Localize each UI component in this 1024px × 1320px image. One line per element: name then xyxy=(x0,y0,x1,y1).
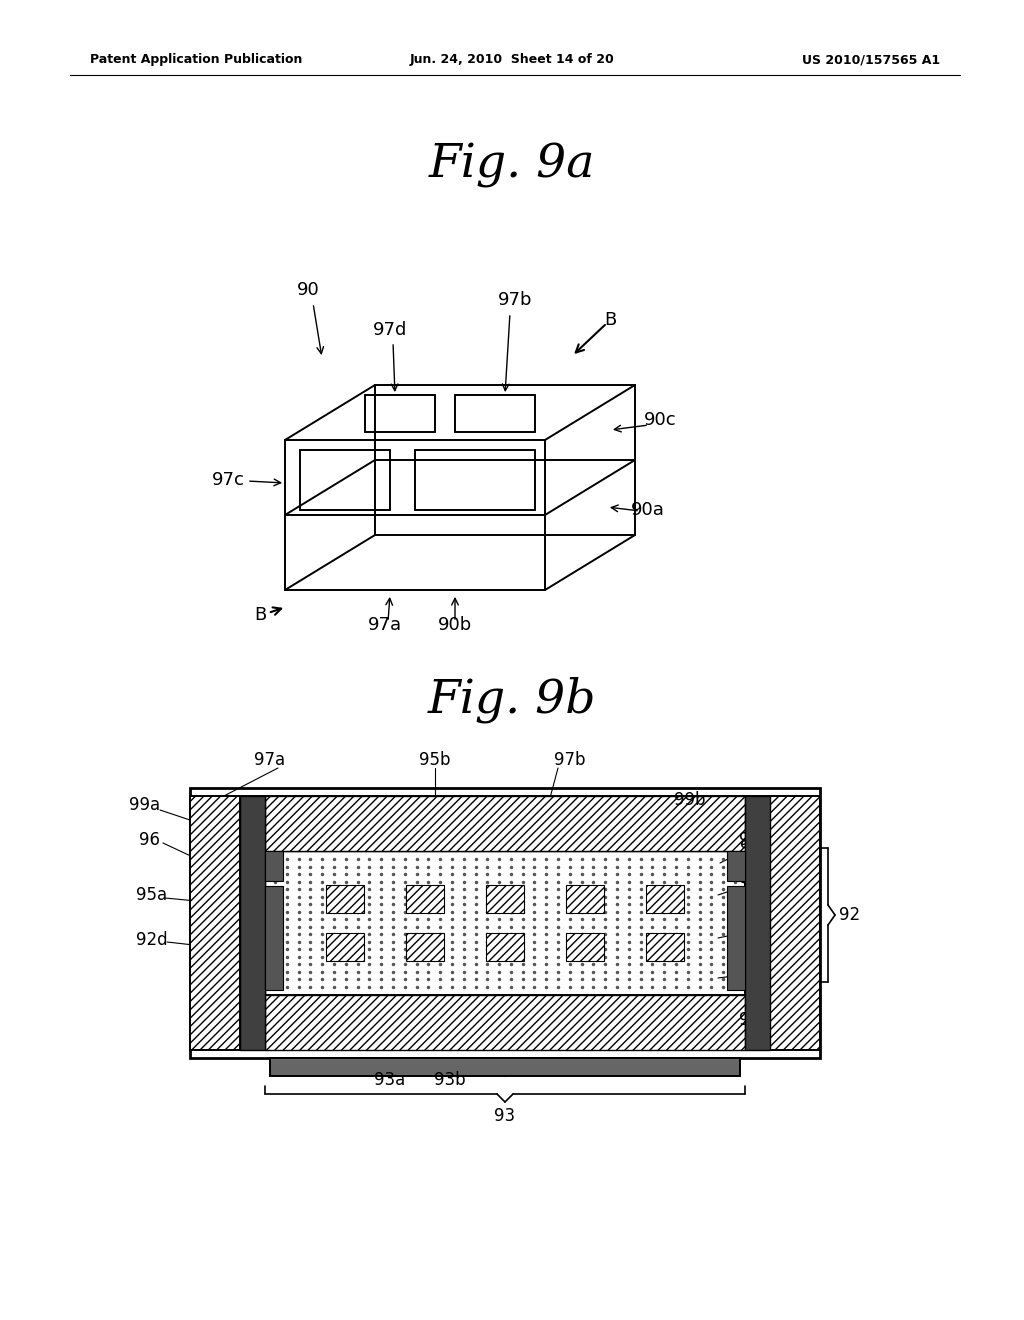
Text: 92d: 92d xyxy=(739,874,771,892)
Text: Fig. 9a: Fig. 9a xyxy=(429,143,595,187)
Bar xyxy=(265,851,745,995)
Bar xyxy=(486,933,524,961)
Bar xyxy=(646,884,684,913)
Bar xyxy=(727,886,745,990)
Bar xyxy=(727,851,745,880)
Bar xyxy=(646,933,684,961)
Text: 91: 91 xyxy=(739,1011,761,1030)
Text: 96: 96 xyxy=(739,832,761,849)
Bar xyxy=(406,933,444,961)
Bar xyxy=(770,796,820,1049)
Text: 92a: 92a xyxy=(739,964,771,981)
Bar xyxy=(265,796,745,851)
Bar xyxy=(406,884,444,913)
Bar xyxy=(190,788,820,1059)
Bar xyxy=(566,933,604,961)
Bar xyxy=(270,1059,740,1076)
Bar xyxy=(240,796,265,1049)
Text: 97c: 97c xyxy=(212,471,245,488)
Bar xyxy=(326,884,364,913)
Text: Jun. 24, 2010  Sheet 14 of 20: Jun. 24, 2010 Sheet 14 of 20 xyxy=(410,54,614,66)
Text: 97a: 97a xyxy=(254,751,286,770)
Text: 93a: 93a xyxy=(375,1071,406,1089)
Text: 97b: 97b xyxy=(554,751,586,770)
Bar xyxy=(265,851,283,880)
Text: 90a: 90a xyxy=(631,502,665,519)
Text: 99b: 99b xyxy=(674,791,706,809)
Text: 93b: 93b xyxy=(434,1071,466,1089)
Bar xyxy=(326,933,364,961)
Text: 90: 90 xyxy=(297,281,319,300)
Text: 92d: 92d xyxy=(136,931,168,949)
Bar xyxy=(190,796,240,1049)
Bar xyxy=(265,886,283,990)
Bar xyxy=(486,884,524,913)
Text: 95a: 95a xyxy=(136,886,168,904)
Text: 97a: 97a xyxy=(368,616,402,634)
Text: B: B xyxy=(604,312,616,329)
Text: 90b: 90b xyxy=(438,616,472,634)
Text: 93: 93 xyxy=(495,1107,515,1125)
Text: Fig. 9b: Fig. 9b xyxy=(428,677,596,723)
Text: 97d: 97d xyxy=(373,321,408,339)
Text: 99a: 99a xyxy=(129,796,161,814)
Text: 92c: 92c xyxy=(740,840,770,857)
Text: Patent Application Publication: Patent Application Publication xyxy=(90,54,302,66)
Bar xyxy=(566,884,604,913)
Text: 95b: 95b xyxy=(419,751,451,770)
Bar xyxy=(265,995,745,1049)
Text: US 2010/157565 A1: US 2010/157565 A1 xyxy=(802,54,940,66)
Text: 92b: 92b xyxy=(739,921,771,939)
Bar xyxy=(745,796,770,1049)
Text: 90c: 90c xyxy=(644,411,676,429)
Text: B: B xyxy=(254,606,266,624)
Text: 96: 96 xyxy=(139,832,161,849)
Text: 97b: 97b xyxy=(498,290,532,309)
Text: 92: 92 xyxy=(840,906,860,924)
